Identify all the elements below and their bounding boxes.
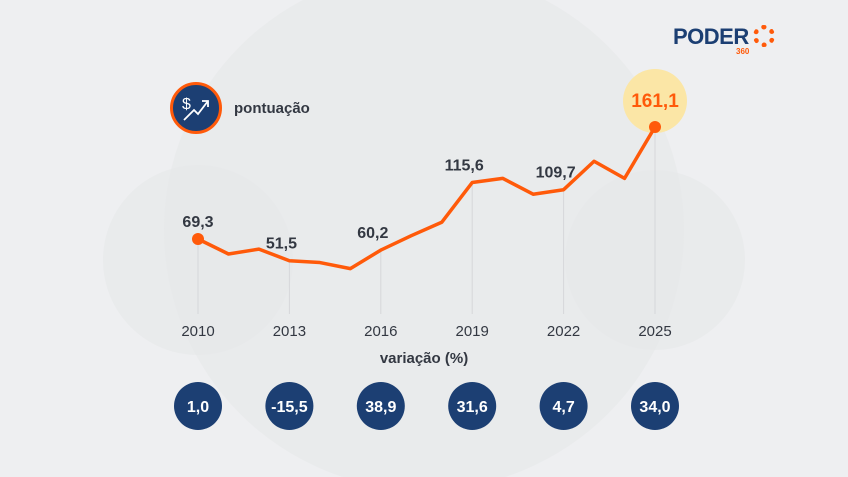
sun-icon [753,25,776,47]
x-tick-label: 2013 [273,323,306,340]
x-tick-label: 2025 [638,323,671,340]
variation-badge [265,382,314,430]
data-label: 51,5 [266,236,297,253]
brand-sub: 360 [736,47,750,56]
data-point [649,121,661,133]
legend-label: pontuação [234,99,310,117]
data-label: 69,3 [182,214,213,231]
x-tick-label: 2016 [364,323,397,340]
brand-name: PODER [673,24,749,49]
data-point [192,232,204,245]
variation-badge [631,382,679,430]
variation-badge [539,382,588,430]
svg-text:$: $ [182,96,191,113]
variation-badge [174,382,222,430]
variation-value: -15,5 [271,399,308,416]
data-label: 109,7 [536,165,576,182]
x-tick-label: 2022 [547,323,580,340]
variation-value: 34,0 [639,399,670,416]
variation-badge [448,382,497,430]
dollar-trend-up-icon: $ [170,82,222,134]
variation-label: variação (%) [380,350,468,367]
data-label: 60,2 [357,225,388,242]
variation-value: 1,0 [187,399,209,416]
decorative-circle [164,0,684,477]
variation-badge [356,382,405,430]
data-label: 115,6 [445,158,484,175]
variation-value: 38,9 [365,399,396,416]
legend: $ pontuação [170,82,310,134]
series-line [197,126,657,271]
brand-logo: PODER 360 [673,24,776,56]
variation-value: 31,6 [457,399,488,416]
variation-value: 4,7 [552,399,574,416]
background-decoration [103,0,745,477]
highlight-circle [623,69,687,133]
x-tick-label: 2010 [181,323,214,340]
x-tick-label: 2019 [456,323,489,340]
data-label: 161,1 [631,91,679,112]
